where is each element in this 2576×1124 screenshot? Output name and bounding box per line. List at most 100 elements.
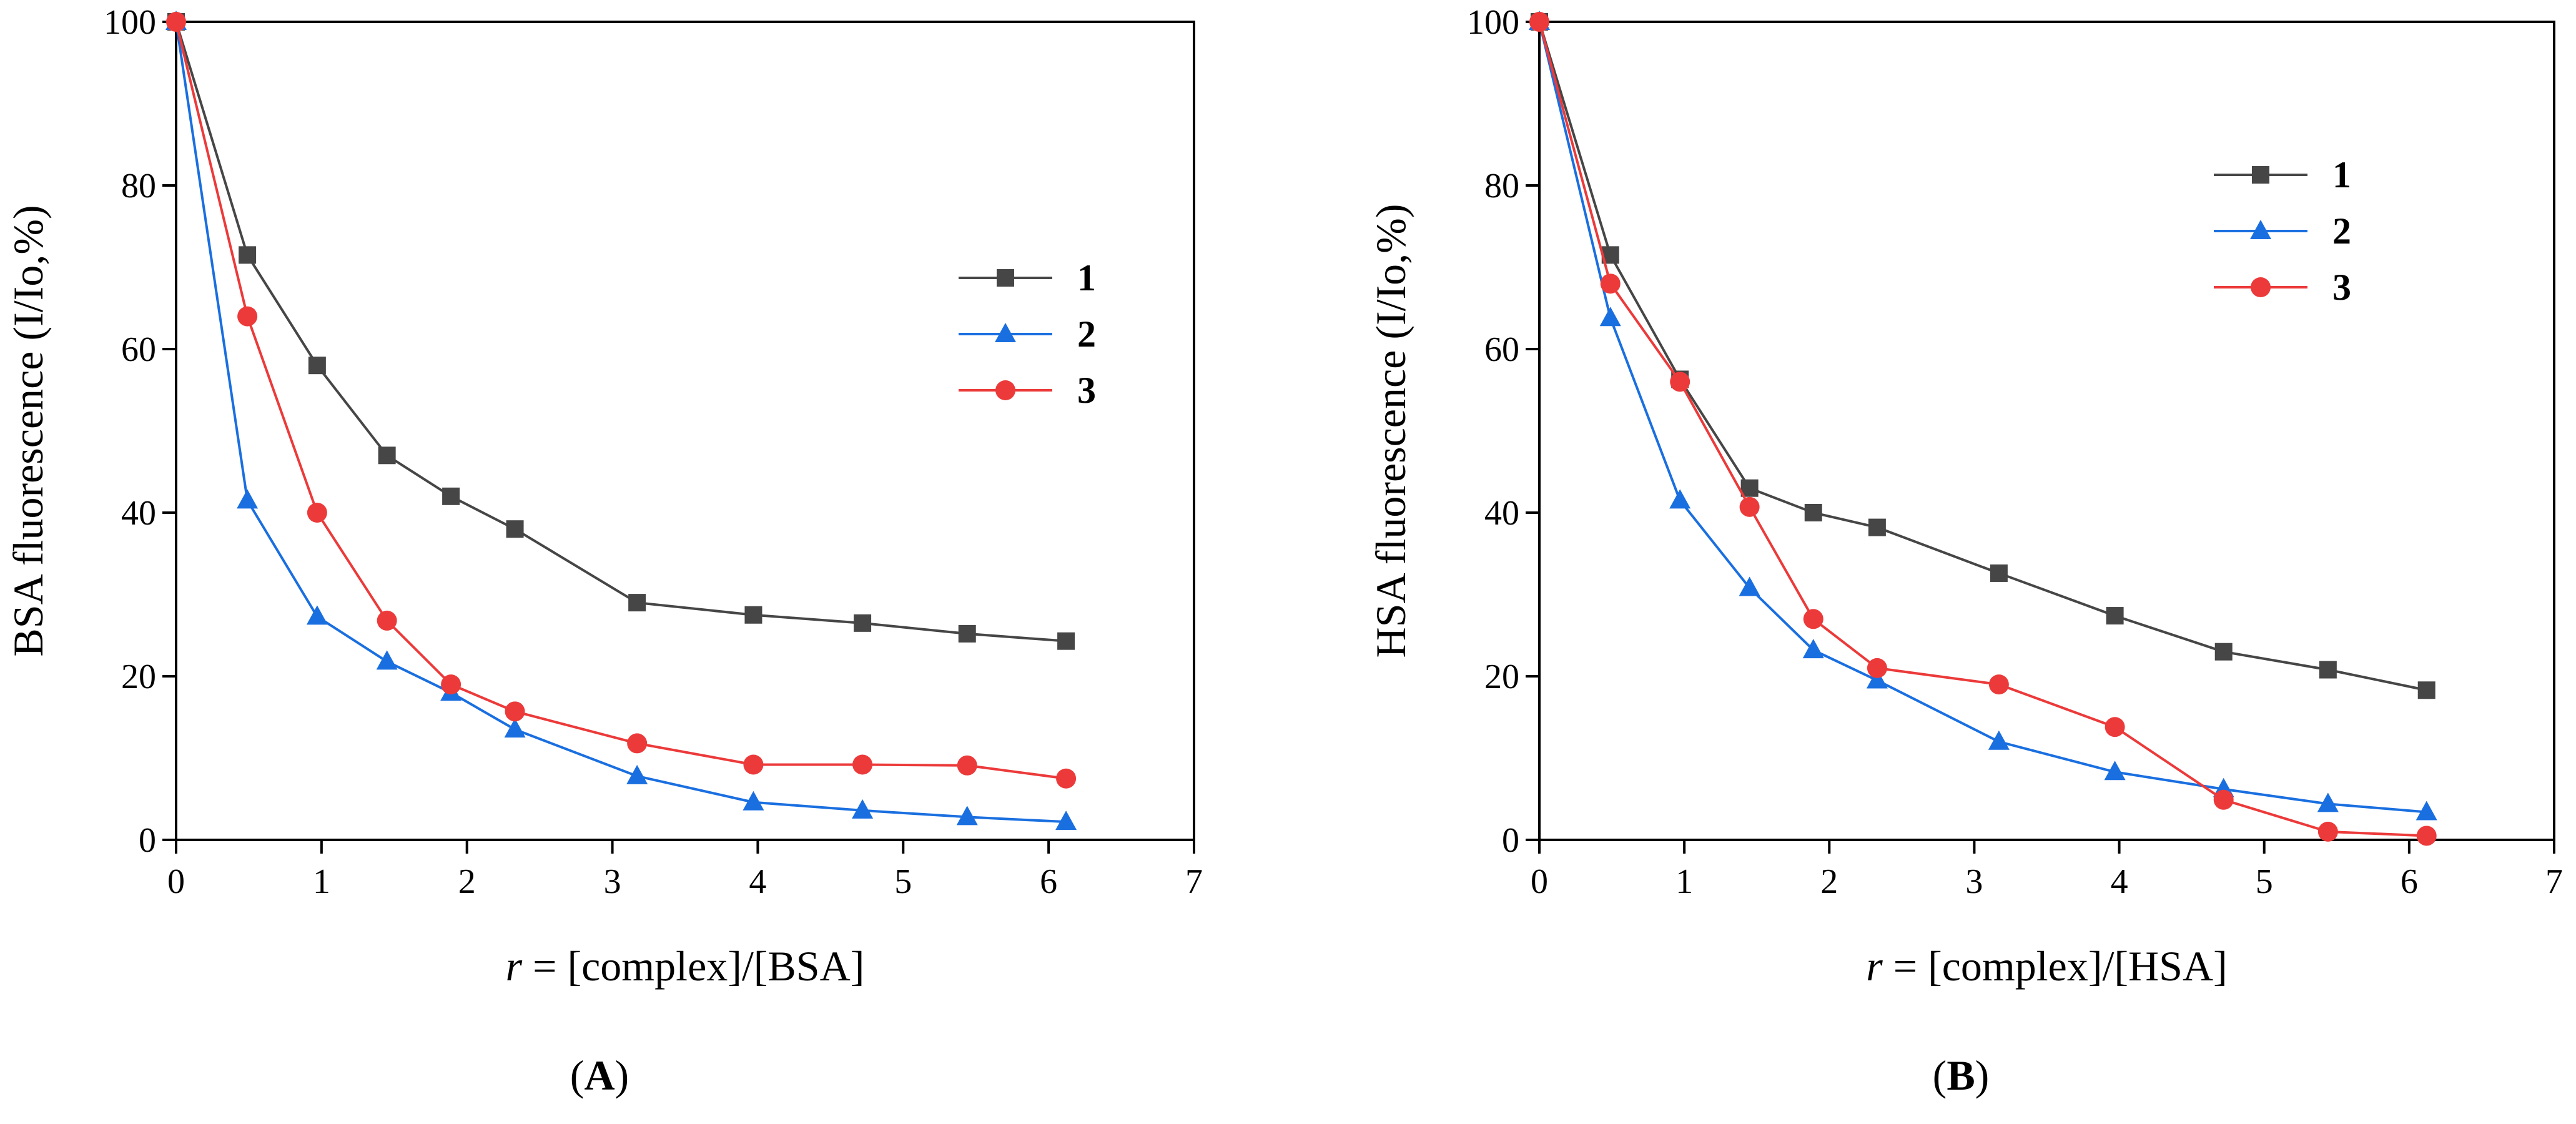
panel-a-series-2-point bbox=[306, 605, 328, 625]
panel-b-legend-marker-1 bbox=[2252, 166, 2269, 184]
panel-a-series-1-point bbox=[378, 446, 396, 465]
panel-b-y-axis-label: HSA fluorescence (I/Io,%) bbox=[1367, 204, 1414, 658]
panel-a-x-axis-label: r = [complex]/[BSA] bbox=[506, 942, 865, 990]
panel-b-series-3-point bbox=[2105, 717, 2125, 737]
panel-b-series-2-point bbox=[2317, 792, 2339, 812]
panel-a-series-1-point bbox=[239, 246, 257, 264]
panel-a-y-tick-label: 100 bbox=[104, 3, 156, 42]
panel-a-series-3-point bbox=[957, 755, 977, 776]
panel-b-series-3-point bbox=[1529, 12, 1549, 32]
panel-a-series-1-line bbox=[175, 21, 1067, 643]
panel-b-y-tick-label: 40 bbox=[1484, 494, 1519, 533]
panel-b-series-2-point bbox=[1802, 639, 1824, 659]
panel-b-series-2-point bbox=[1599, 307, 1621, 327]
panel-a-series-1-point bbox=[628, 594, 646, 612]
panel-b-series-1-point bbox=[1804, 504, 1822, 521]
panel-b-series-3-point bbox=[1670, 372, 1690, 392]
panel-b-x-tick-label: 4 bbox=[2111, 862, 2128, 901]
panel-a-series-1-point bbox=[1057, 632, 1075, 650]
panel-a-legend-marker-1 bbox=[997, 269, 1014, 287]
panel-b-series-2-point bbox=[1739, 576, 1760, 596]
panel-a-series-2-point bbox=[626, 764, 648, 784]
panel-a-y-tick-label: 0 bbox=[139, 821, 156, 860]
panel-a-x-tick-label: 3 bbox=[604, 862, 621, 901]
panel-a-series-3-line bbox=[175, 21, 1067, 780]
panel-a-series-2-point bbox=[237, 489, 259, 509]
panel-b-series-2-point bbox=[1669, 489, 1691, 509]
panel-a-series-2-point bbox=[956, 806, 978, 826]
panel-a-y-tick-label: 80 bbox=[121, 167, 156, 205]
panel-a-y-tick-label: 60 bbox=[121, 330, 156, 369]
panel-a: 0 1 2 3 4 5 6 7 0 20 40 60 80 100 r = [complex]/[BSA] B… bbox=[4, 3, 1203, 990]
panel-b-series-3-point bbox=[1988, 674, 2009, 695]
panel-b-series-3-point bbox=[2213, 789, 2234, 810]
panel-b-series-2-point bbox=[2104, 761, 2126, 781]
panel-a-series-3-point bbox=[307, 503, 327, 523]
panel-a-x-tick-label: 7 bbox=[1185, 862, 1203, 901]
panel-a-legend-marker-3 bbox=[995, 380, 1015, 400]
panel-b-series-3-point bbox=[1739, 496, 1760, 517]
panel-a-series-1-point bbox=[854, 614, 872, 632]
panel-b-series-2-line bbox=[1538, 21, 2427, 814]
panel-a-series-3-point bbox=[743, 754, 764, 775]
panel-b-y-tick-label: 20 bbox=[1484, 658, 1519, 696]
panel-a-x-tick-label: 4 bbox=[749, 862, 766, 901]
panel-b-x-tick-label: 3 bbox=[1965, 862, 1983, 901]
panel-b-series-3-point bbox=[2317, 821, 2338, 842]
panel-b-x-tick-label: 7 bbox=[2545, 862, 2563, 901]
panel-a-series-2-point bbox=[852, 799, 874, 819]
panel-b-legend-marker-3 bbox=[2251, 277, 2271, 297]
panel-a-x-tick-label: 1 bbox=[313, 862, 330, 901]
panel-b-series-1-point bbox=[2417, 681, 2435, 699]
panel-a-legend-label-3: 3 bbox=[1077, 370, 1096, 411]
panel-b-legend-label-1: 1 bbox=[2332, 154, 2351, 195]
panel-b-series-3-point bbox=[1867, 658, 1887, 678]
panel-a-series-2-point bbox=[743, 791, 764, 811]
panel-b-legend-label-3: 3 bbox=[2332, 267, 2351, 308]
panel-a-series-3-point bbox=[377, 610, 397, 631]
panel-b-series-2-point bbox=[1988, 730, 2010, 750]
panel-a-series-2-point bbox=[1055, 811, 1077, 831]
panel-a-series-3-point bbox=[166, 12, 186, 32]
panel-a-series-1-point bbox=[744, 606, 762, 624]
panel-a-x-tick-label: 2 bbox=[458, 862, 476, 901]
panel-b-y-tick-label: 80 bbox=[1484, 167, 1519, 205]
panel-a-y-tick-label: 20 bbox=[121, 658, 156, 696]
panel-b-series-1-point bbox=[1990, 564, 2008, 582]
panel-a-x-tick-label: 0 bbox=[167, 862, 185, 901]
panel-a-series-3-point bbox=[441, 674, 461, 695]
panel-a-series-1-point bbox=[506, 520, 524, 538]
panel-a-series-3-point bbox=[237, 306, 258, 327]
panel-b-series-3-point bbox=[1803, 609, 1823, 629]
panel-b-series-3-line bbox=[1538, 21, 2427, 837]
panel-a-legend-label-1: 1 bbox=[1077, 257, 1096, 298]
panel-b-x-axis-label: r = [complex]/[HSA] bbox=[1866, 942, 2227, 990]
panel-a-y-tick-label: 40 bbox=[121, 494, 156, 533]
panel-b: 0 1 2 3 4 5 6 7 0 20 40 60 80 100 r = [complex]/[HSA] H… bbox=[1367, 3, 2563, 990]
panel-a-legend-marker-2 bbox=[995, 323, 1016, 342]
panel-b-x-tick-label: 2 bbox=[1820, 862, 1838, 901]
panel-a-x-tick-label: 6 bbox=[1040, 862, 1057, 901]
panel-a-series-1-point bbox=[308, 357, 326, 375]
panel-a-legend-label-2: 2 bbox=[1077, 313, 1096, 355]
panel-b-series-2-point bbox=[2416, 801, 2437, 821]
panel-a-series-3-point bbox=[505, 701, 525, 722]
panel-b-series-1-line bbox=[1538, 21, 2427, 692]
panel-b-y-tick-label: 100 bbox=[1467, 3, 1519, 42]
panel-b-series-2-point bbox=[1866, 669, 1888, 689]
panel-b-y-tick-label: 60 bbox=[1484, 330, 1519, 369]
panel-b-legend-label-2: 2 bbox=[2332, 210, 2351, 252]
panel-b-legend-marker-2 bbox=[2250, 220, 2271, 239]
panel-a-series-2-point bbox=[376, 650, 398, 670]
panel-a-x-tick-label: 5 bbox=[894, 862, 912, 901]
panel-b-series-1-point bbox=[2106, 607, 2124, 625]
panel-b-series-1-point bbox=[2319, 661, 2337, 679]
panel-b-x-tick-label: 5 bbox=[2256, 862, 2273, 901]
panel-a-y-axis-label: BSA fluorescence (I/Io,%) bbox=[4, 205, 52, 656]
panel-a-caption: (A) bbox=[570, 1052, 629, 1099]
panel-b-series-1-point bbox=[1868, 518, 1886, 536]
panel-b-x-tick-label: 6 bbox=[2401, 862, 2418, 901]
panel-b-caption: (B) bbox=[1933, 1052, 1990, 1099]
panel-a-series-2-point bbox=[504, 718, 526, 738]
